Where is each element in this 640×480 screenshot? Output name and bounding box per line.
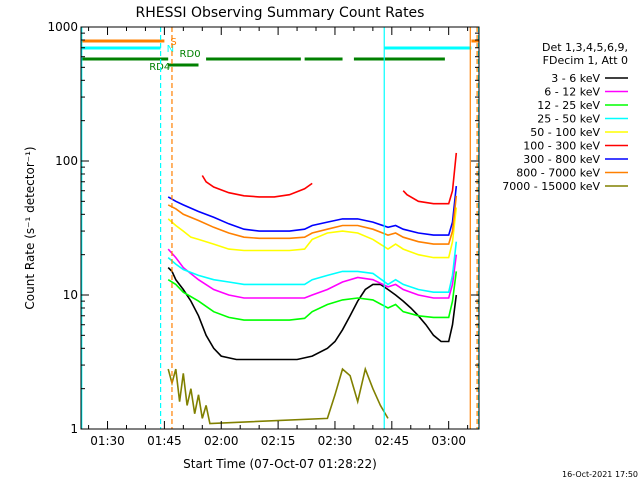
series-line-9	[167, 366, 389, 425]
y-tick-label: 1000	[47, 20, 78, 34]
legend-header-line-1: Det 1,3,4,5,6,9,	[542, 41, 628, 54]
x-tick-label: 02:15	[261, 434, 296, 448]
x-tick-label: 02:45	[375, 434, 410, 448]
series-line-4	[167, 207, 458, 259]
series-line-2	[167, 271, 458, 321]
chart-title: RHESSI Observing Summary Count Rates	[136, 5, 425, 21]
series-line-5	[201, 175, 313, 198]
x-tick-label: 01:45	[147, 434, 182, 448]
x-axis-label: Start Time (07-Oct-07 01:28:22)	[183, 457, 377, 471]
legend-entry-label: 12 - 25 keV	[537, 99, 600, 112]
legend-entry-label: 300 - 800 keV	[523, 153, 600, 166]
legend-entry-label: 25 - 50 keV	[537, 113, 600, 126]
legend-entry-label: 50 - 100 keV	[530, 126, 600, 139]
plot-frame	[80, 26, 480, 430]
series-line-3	[167, 241, 458, 294]
x-tick-label: 02:00	[204, 434, 239, 448]
legend-entry-label: 6 - 12 keV	[544, 86, 600, 99]
legend: Det 1,3,4,5,6,9, FDecim 1, Att 0 3 - 6 k…	[502, 41, 628, 193]
x-tick-label: 02:30	[318, 434, 353, 448]
axes: 01:30 01:45 02:00 02:15 02:30 02:45 03:00 1 10 10…	[47, 20, 479, 448]
series-line-1	[167, 248, 458, 299]
state-label-rd4: RD4	[149, 62, 170, 73]
state-label-rd0: RD0	[180, 49, 201, 60]
y-axis-label: Count Rate (s⁻¹ detector⁻¹)	[23, 146, 37, 309]
series-line-7	[167, 186, 458, 236]
state-label-n: N	[167, 44, 174, 55]
legend-entry-label: 3 - 6 keV	[551, 72, 600, 85]
y-tick-label: 100	[55, 154, 78, 168]
series-line-6	[402, 152, 458, 205]
y-tick-label: 1	[70, 422, 78, 436]
vertical-markers	[81, 27, 480, 429]
legend-entry-label: 100 - 300 keV	[523, 140, 600, 153]
footer-timestamp: 16-Oct-2021 17:50	[562, 470, 638, 479]
legend-entry-label: 800 - 7000 keV	[516, 167, 600, 180]
legend-entry-label: 7000 - 15000 keV	[502, 180, 600, 193]
legend-header-line-2: FDecim 1, Att 0	[543, 54, 628, 67]
x-tick-label: 01:30	[90, 434, 125, 448]
series-line-8	[167, 195, 458, 245]
x-tick-label: 03:00	[431, 434, 466, 448]
state-bars: SN RD0 RD4	[81, 37, 479, 73]
series-line-0	[167, 267, 458, 361]
series-lines	[167, 152, 458, 425]
y-tick-label: 10	[63, 288, 78, 302]
state-label-s: S	[170, 37, 176, 48]
